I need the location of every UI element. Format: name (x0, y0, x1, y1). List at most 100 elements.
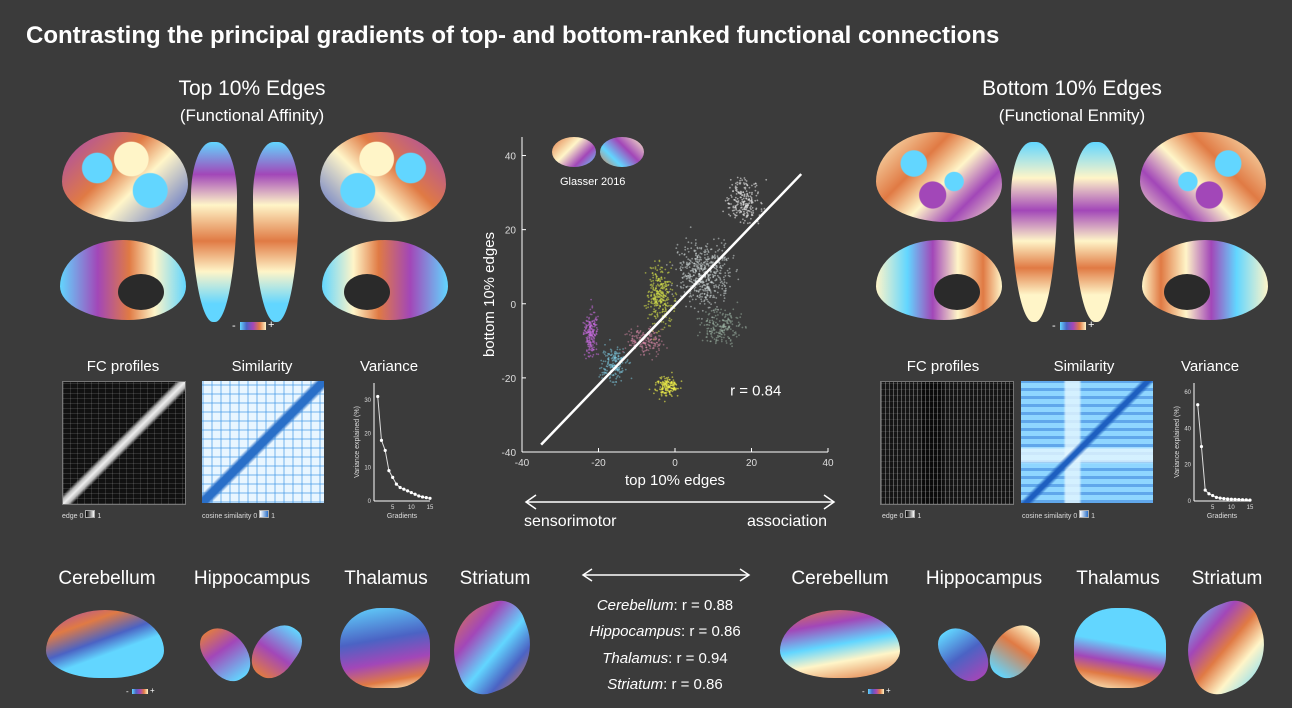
scatter-point (725, 327, 727, 330)
scatter-point (697, 254, 700, 257)
scatter-point (652, 347, 655, 350)
scatter-point (651, 358, 654, 361)
scatter-point (662, 321, 665, 323)
scatter-point (714, 342, 717, 345)
scatter-point (601, 373, 604, 376)
scatter-point (712, 276, 715, 279)
scatter-point (631, 335, 634, 337)
scatter-point (652, 282, 655, 285)
left-sim-scale-min: 0 (253, 513, 258, 520)
glasser-atlas-brain-left (552, 137, 596, 167)
scatter-point (650, 280, 653, 283)
scatter-point (708, 288, 710, 290)
scatter-point (676, 394, 679, 397)
scatter-point (643, 341, 646, 344)
scatter-point (591, 348, 593, 350)
scatter-point (588, 347, 591, 350)
scatter-point (658, 338, 660, 341)
scatter-point (729, 312, 732, 315)
right-var-label: Variance (1180, 358, 1240, 375)
scatter-point (706, 323, 709, 326)
scatter-point (661, 284, 664, 287)
scatter-point (602, 360, 605, 363)
scatter-point (639, 353, 642, 356)
scatter-point (706, 298, 708, 301)
scatter-point (653, 308, 655, 311)
scatter-point (650, 295, 653, 297)
scatter-point (719, 330, 721, 333)
scatter-point (588, 337, 591, 340)
scatter-point (659, 283, 662, 286)
scatter-y-tick-label: -20 (502, 374, 517, 385)
scatter-point (590, 349, 593, 352)
scatter-point (647, 306, 649, 309)
scatter-point (650, 341, 653, 344)
scatter-point (732, 308, 735, 311)
scatter-point (710, 310, 713, 312)
scatter-point (608, 377, 611, 380)
scatter-point (708, 301, 711, 304)
scatter-point (748, 186, 751, 189)
scatter-point (650, 291, 652, 294)
scatter-point (583, 353, 586, 356)
scatter-point (672, 384, 675, 387)
right-striatum-render (1173, 593, 1279, 702)
scatter-point (729, 343, 732, 345)
scatter-point (708, 278, 710, 281)
scatter-point (671, 387, 674, 390)
scatter-point (658, 349, 660, 352)
corr-thalamus: Thalamus: r = 0.94 (555, 650, 775, 667)
scatter-point (660, 393, 663, 395)
scatter-point (629, 344, 631, 347)
scatter-point (585, 332, 588, 335)
brain-right-medial (322, 240, 448, 320)
scatter-point (675, 293, 678, 296)
scatter-point (645, 339, 648, 342)
scatter-point (654, 343, 657, 346)
scatter-point (754, 199, 757, 202)
scatter-point (730, 196, 733, 198)
scatter-point (721, 284, 724, 287)
scatter-point (682, 261, 685, 264)
scatter-point (744, 203, 747, 205)
scatter-point (587, 343, 590, 346)
sub-colorbar (132, 689, 148, 694)
scatter-point (663, 310, 666, 313)
scatter-point (743, 210, 745, 213)
scatter-point (667, 381, 670, 384)
scatter-point (617, 374, 619, 377)
left-colorbar-minus: - (232, 320, 236, 332)
scatter-point (658, 398, 661, 400)
scatter-point (721, 329, 724, 332)
scatter-point (738, 182, 741, 184)
scatter-point (667, 376, 670, 379)
scatter-point (590, 345, 593, 347)
corr-name: Thalamus (602, 650, 669, 667)
scatter-point (652, 344, 655, 347)
scatter-point (709, 321, 711, 324)
scatter-y-tick-label: 0 (510, 300, 516, 311)
scatter-point (704, 257, 706, 259)
scatter-point (709, 330, 711, 333)
scatter-point (701, 296, 703, 298)
scatter-point (600, 359, 603, 362)
scatter-point (656, 269, 659, 272)
scatter-point (721, 314, 724, 316)
scatter-point (652, 338, 655, 341)
scatter-point (621, 371, 623, 373)
scatter-point (728, 337, 731, 340)
scatter-point (699, 288, 702, 291)
var-x-label: Gradients (1207, 513, 1238, 520)
scatter-point (595, 342, 598, 344)
scatter-point (699, 323, 702, 326)
scatter-point (713, 286, 716, 289)
var-x-tick: 15 (1247, 505, 1254, 511)
scatter-point (615, 381, 618, 383)
scatter-point (655, 292, 658, 295)
scatter-point (661, 291, 664, 293)
scatter-point (656, 283, 659, 286)
scatter-point (718, 284, 721, 286)
scatter-point (592, 311, 595, 314)
scatter-point (611, 366, 613, 369)
var-point (1196, 403, 1200, 407)
